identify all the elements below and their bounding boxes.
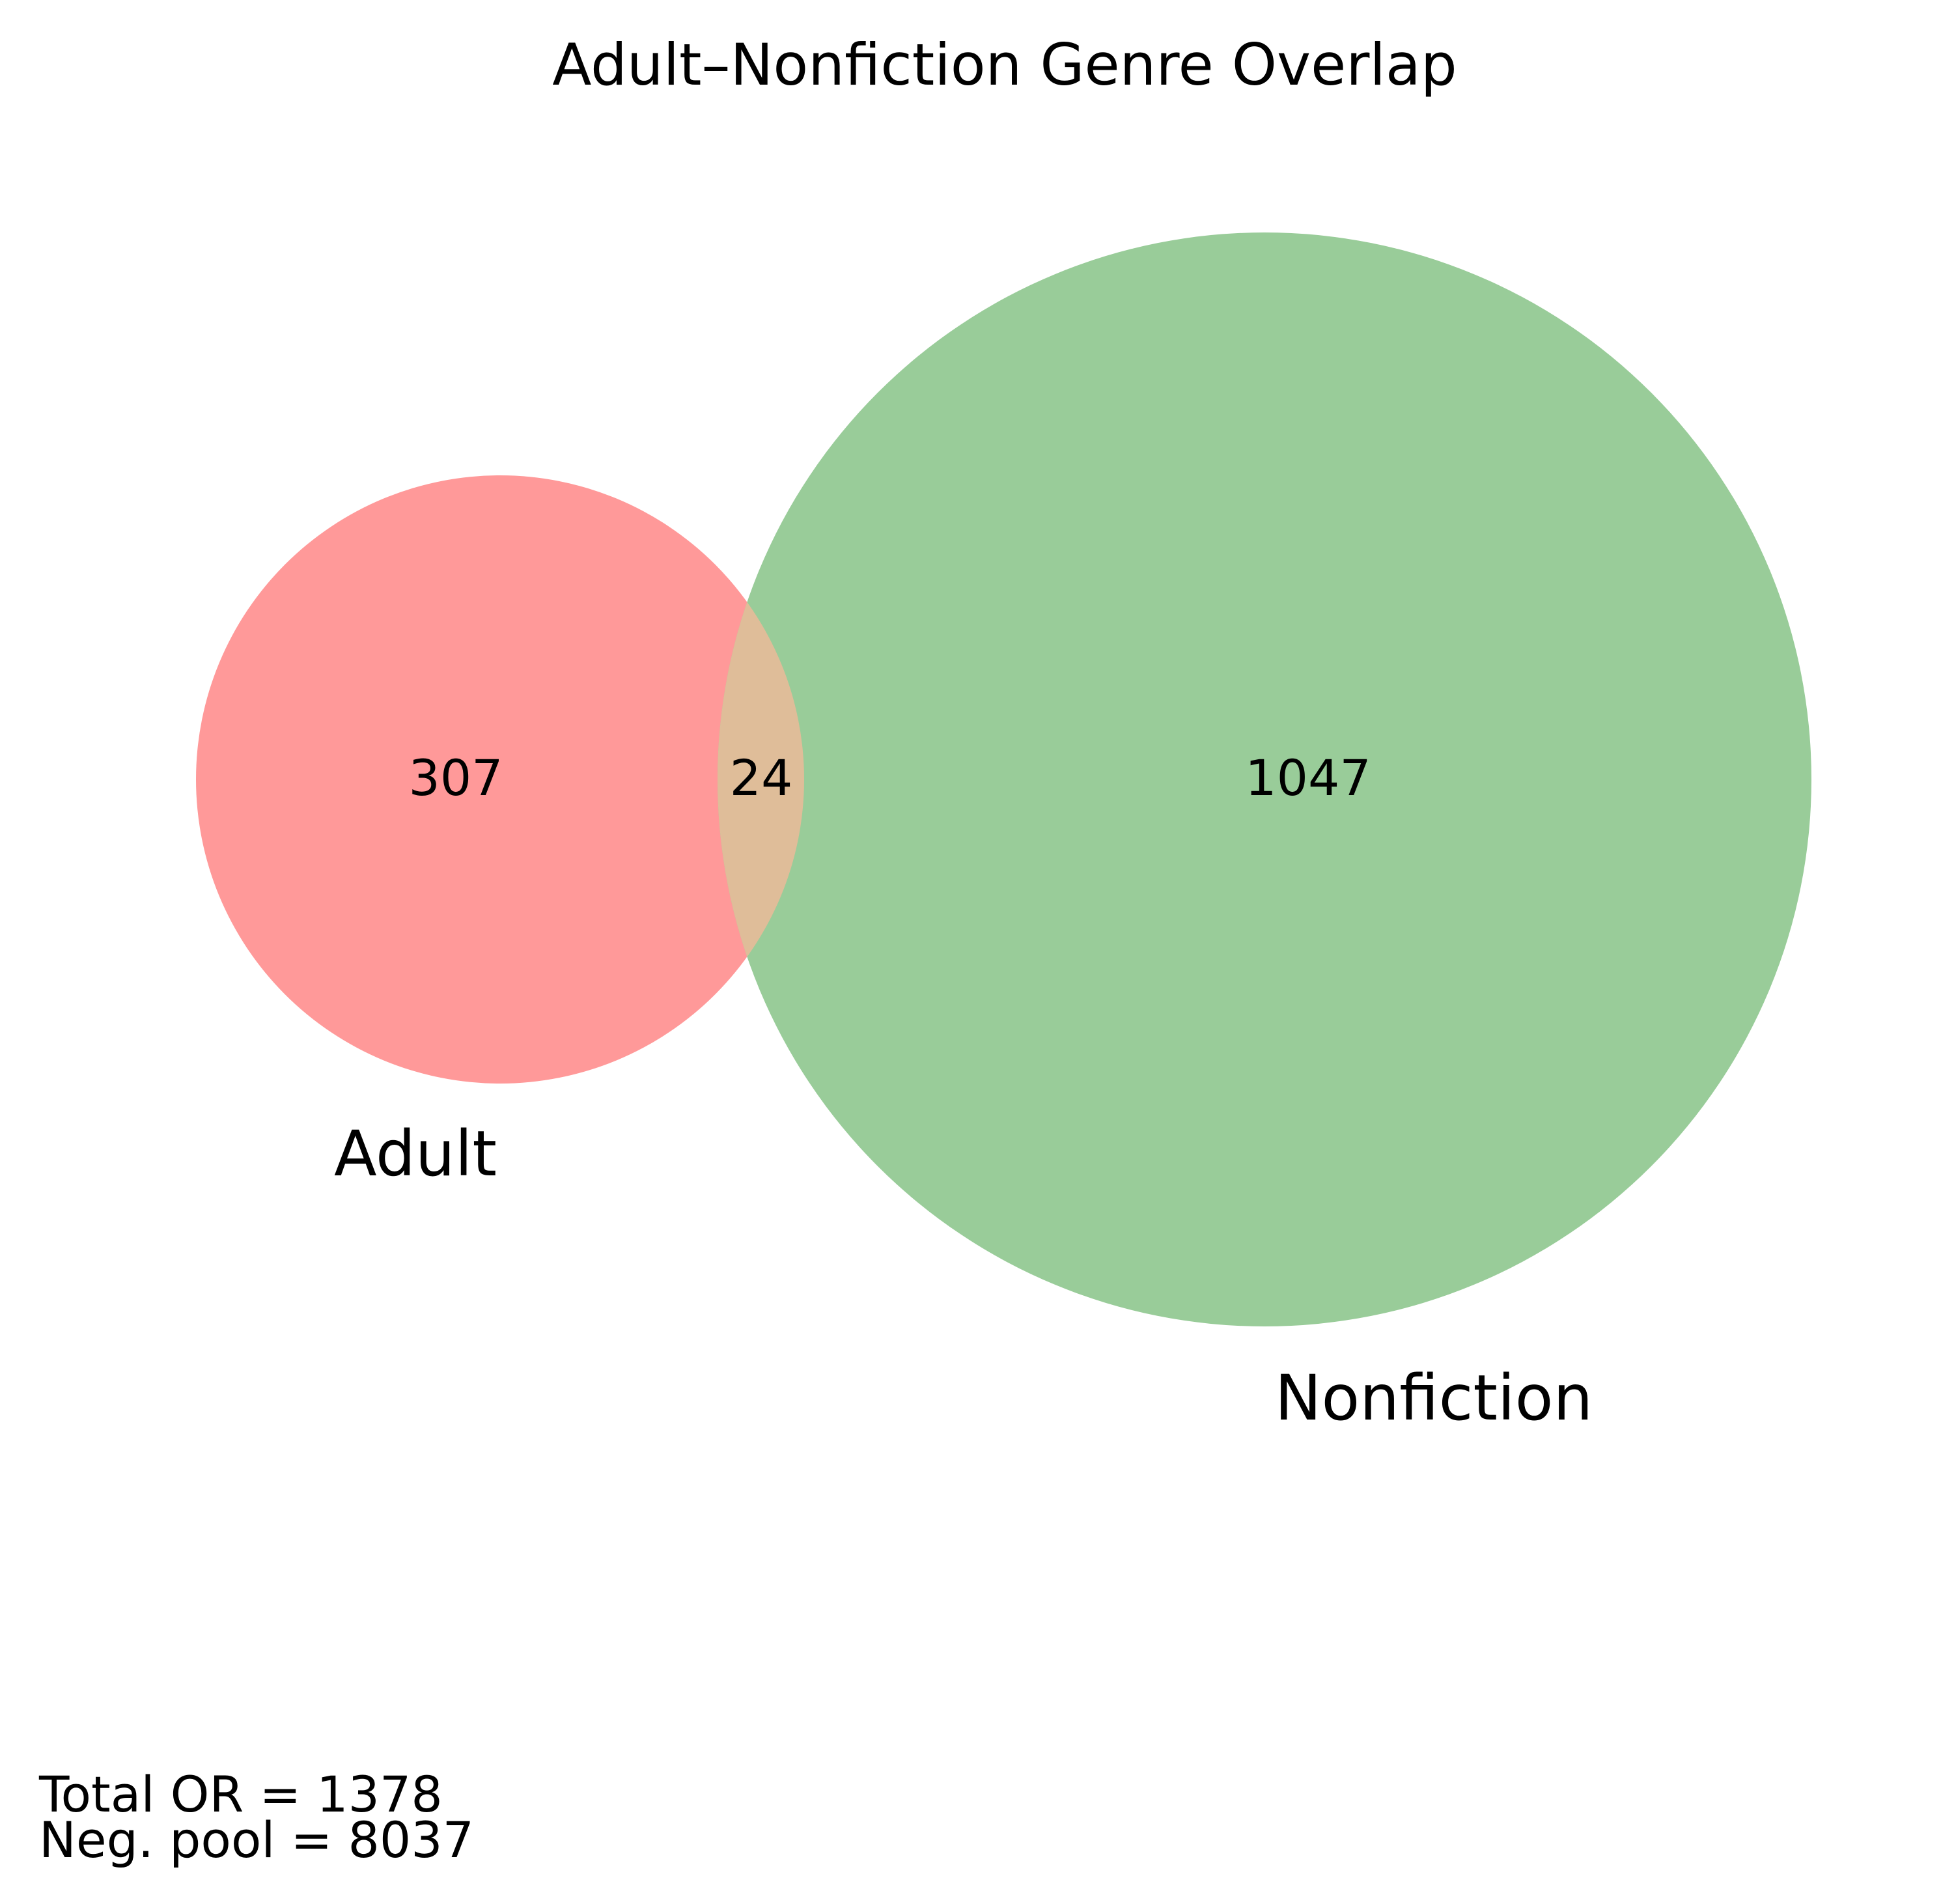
- nonfiction-set-label: Nonfiction: [1275, 1362, 1593, 1435]
- total-or-note: Total OR = 1378: [39, 1765, 443, 1823]
- intersection-count: 24: [730, 749, 793, 807]
- nonfiction-circle: [718, 232, 1811, 1326]
- neg-pool-note: Neg. pool = 8037: [39, 1811, 474, 1869]
- adult-circle: [196, 475, 804, 1084]
- nonfiction-only-count: 1047: [1245, 749, 1371, 807]
- chart-title: Adult–Nonfiction Genre Overlap: [552, 31, 1457, 98]
- adult-set-label: Adult: [334, 1117, 497, 1190]
- adult-only-count: 307: [408, 749, 503, 807]
